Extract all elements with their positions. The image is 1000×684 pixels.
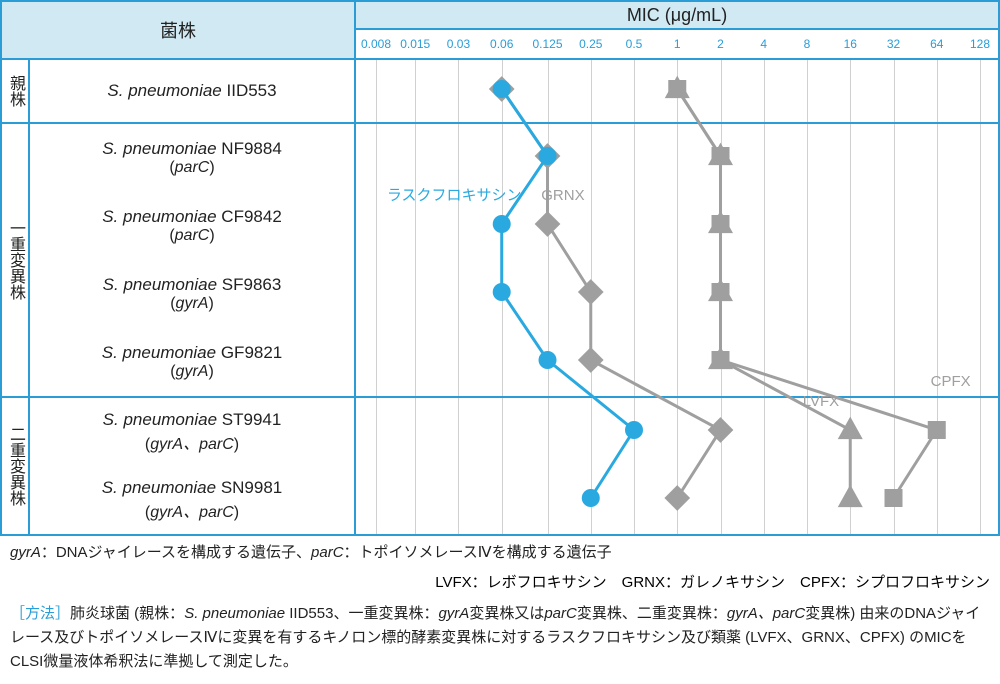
tick-label: 0.125 (532, 37, 562, 51)
strain-name: S. pneumoniae SF9863(gyrA) (30, 260, 356, 328)
tick-label: 0.015 (400, 37, 430, 51)
chart-cell (356, 192, 998, 260)
header-chart: MIC (μg/mL) 0.0080.0150.030.060.1250.250… (356, 2, 998, 58)
tick-label: 16 (844, 37, 857, 51)
legend-drugs: LVFX：レボフロキサシン GRNX：ガレノキサシン CPFX：シプロフロキサシ… (0, 571, 1000, 592)
tick-label: 0.5 (626, 37, 643, 51)
group: 親株S. pneumoniae IID553 (2, 58, 998, 122)
table-body: 親株S. pneumoniae IID553一重変異株S. pneumoniae… (2, 58, 998, 534)
strain-name: S. pneumoniae CF9842(parC) (30, 192, 356, 260)
chart-cell (356, 124, 998, 192)
note-gyra: gyrA (10, 544, 41, 561)
tick-label: 8 (804, 37, 811, 51)
chart-cell (356, 328, 998, 396)
group: 一重変異株S. pneumoniae NF9884(parC)S. pneumo… (2, 122, 998, 396)
tick-label: 0.03 (447, 37, 470, 51)
tick-label: 2 (717, 37, 724, 51)
tick-label: 128 (970, 37, 990, 51)
tick-label: 1 (674, 37, 681, 51)
tick-label: 64 (930, 37, 943, 51)
strain-name: S. pneumoniae IID553 (30, 60, 356, 122)
strain-row: S. pneumoniae CF9842(parC) (30, 192, 998, 260)
strain-row: S. pneumoniae IID553 (30, 60, 998, 122)
x-axis-ticks: 0.008 0.015 0.03 0.06 0.125 0.25 0.5 1 2 4 8 16 32 64… (356, 30, 998, 58)
footnote-genes: gyrA：DNAジャイレースを構成する遺伝子、parC：トポイソメレースⅣを構成… (0, 536, 1000, 571)
chart-cell (356, 466, 998, 534)
strain-name: S. pneumoniae GF9821(gyrA) (30, 328, 356, 396)
chart-cell (356, 60, 998, 122)
group-label: 二重変異株 (2, 398, 30, 534)
group: 二重変異株S. pneumoniae ST9941(gyrA、parC)S. p… (2, 396, 998, 534)
tick-label: 0.008 (361, 37, 391, 51)
strain-name: S. pneumoniae NF9884(parC) (30, 124, 356, 192)
method-block: ［方法］肺炎球菌 (親株：S. pneumoniae IID553、一重変異株：… (0, 592, 1000, 684)
method-label: ［方法］ (10, 605, 70, 622)
strain-row: S. pneumoniae SN9981(gyrA、parC) (30, 466, 998, 534)
tick-label: 4 (760, 37, 767, 51)
strain-row: S. pneumoniae SF9863(gyrA) (30, 260, 998, 328)
tick-label: 32 (887, 37, 900, 51)
strain-name: S. pneumoniae SN9981(gyrA、parC) (30, 466, 356, 534)
mic-table: 菌株 MIC (μg/mL) 0.0080.0150.030.060.1250.… (0, 0, 1000, 536)
header-row: 菌株 MIC (μg/mL) 0.0080.0150.030.060.1250.… (2, 2, 998, 58)
header-strain: 菌株 (2, 2, 356, 58)
strain-row: S. pneumoniae GF9821(gyrA) (30, 328, 998, 396)
strain-row: S. pneumoniae NF9884(parC) (30, 124, 998, 192)
strain-name: S. pneumoniae ST9941(gyrA、parC) (30, 398, 356, 466)
strain-row: S. pneumoniae ST9941(gyrA、parC) (30, 398, 998, 466)
group-label: 一重変異株 (2, 124, 30, 396)
tick-label: 0.25 (579, 37, 602, 51)
note-parc: parC (311, 544, 344, 561)
chart-cell (356, 260, 998, 328)
header-mic: MIC (μg/mL) (356, 2, 998, 30)
chart-cell (356, 398, 998, 466)
tick-label: 0.06 (490, 37, 513, 51)
group-label: 親株 (2, 60, 30, 122)
